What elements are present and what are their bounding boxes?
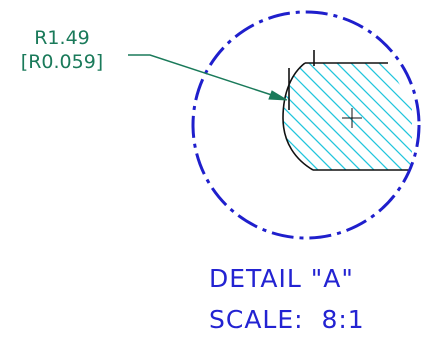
detail-scale: SCALE: 8:1: [209, 305, 365, 334]
hatch-line: [283, 63, 412, 170]
leader-arrowhead: [268, 90, 288, 101]
detail-title: DETAIL "A": [209, 264, 354, 293]
hatch-line: [283, 63, 391, 170]
part-outline: [282, 50, 410, 171]
hatch-line: [283, 63, 412, 170]
hatch-line: [283, 63, 363, 170]
center-mark: [342, 108, 362, 128]
hatch-line: [283, 63, 405, 170]
hatch-line: [283, 63, 377, 170]
fillet-radius-edge: [282, 62, 314, 171]
hatch-line: [283, 63, 412, 170]
hatch-line: [283, 63, 412, 170]
hatch-line: [283, 63, 412, 170]
radius-leader: [128, 54, 288, 101]
hatch-line: [301, 63, 412, 170]
hatch-line: [287, 63, 412, 170]
radius-dimension-mm: R1.49: [34, 27, 90, 49]
detail-boundary-circle: [191, 10, 421, 240]
hatch-line: [283, 63, 349, 170]
radius-dimension-inch: [R0.059]: [21, 51, 103, 73]
